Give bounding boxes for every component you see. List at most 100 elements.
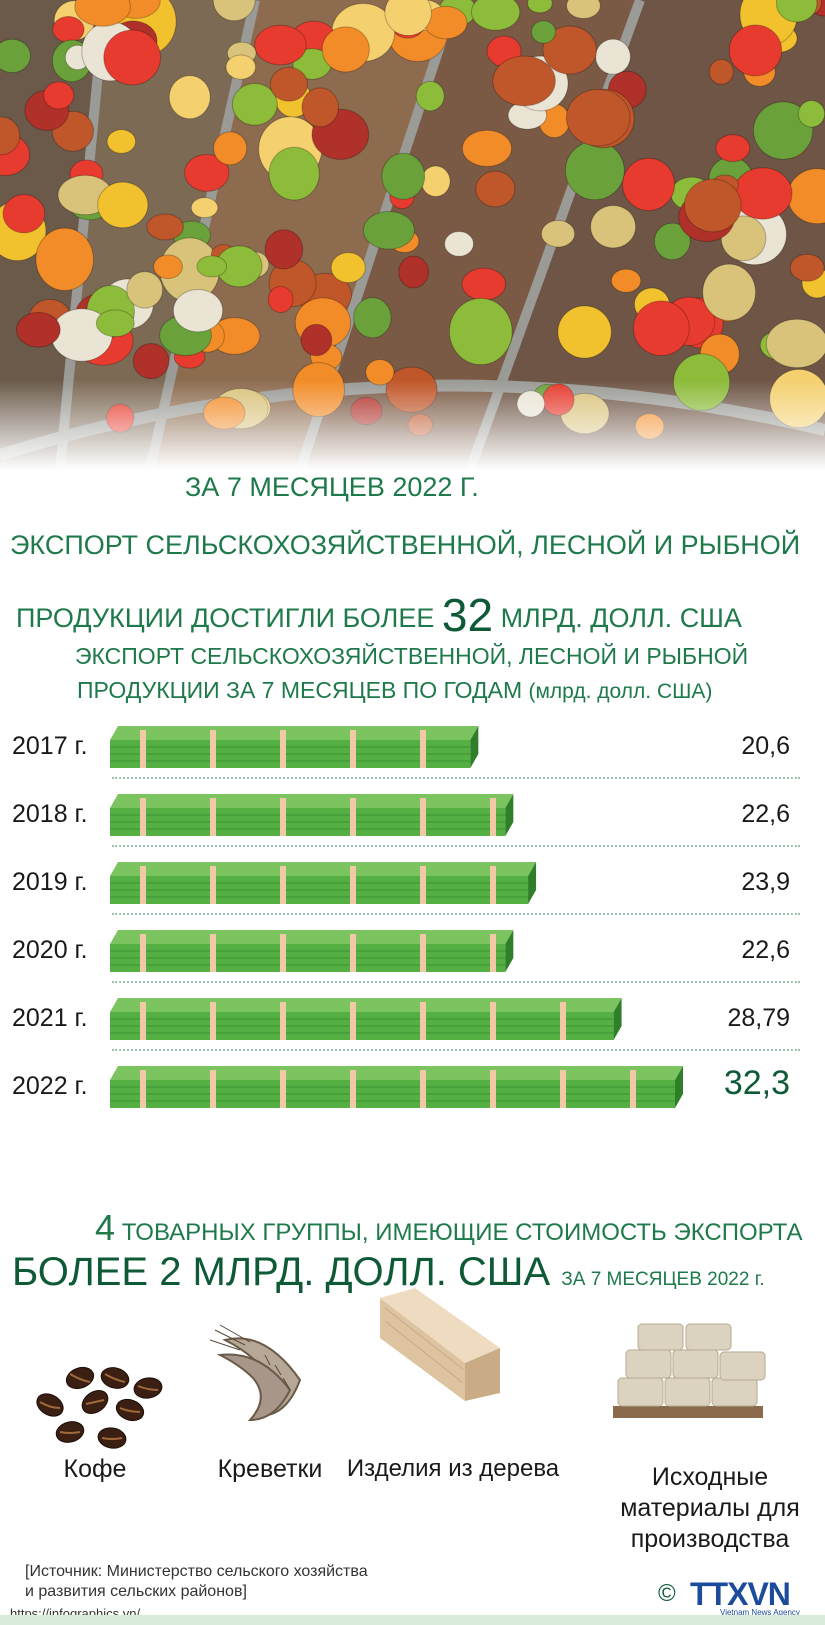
wood-plank-icon (380, 1288, 500, 1401)
produce-item (708, 58, 734, 85)
product-label-wood: Изделия из дерева (346, 1455, 560, 1482)
bar-band (210, 730, 216, 768)
produce-item (381, 152, 426, 200)
produce-item (475, 170, 516, 208)
produce-item (74, 0, 131, 27)
product-label-shrimp: Креветки (217, 1455, 323, 1483)
bar-side (505, 930, 514, 972)
bar-band (490, 798, 496, 836)
bar-band (140, 798, 146, 836)
bar-money-stack (110, 862, 537, 904)
bar-band (280, 1070, 286, 1108)
produce-item (683, 178, 742, 233)
chart-title: ЭКСПОРТ СЕЛЬСКОХОЗЯЙСТВЕННОЙ, ЛЕСНОЙ И Р… (75, 643, 749, 669)
produce-item (264, 229, 304, 270)
row-divider (112, 981, 800, 983)
ttxvn-logo: TTXVN (690, 1576, 791, 1612)
produce-item (595, 38, 631, 75)
produce-item (132, 343, 170, 380)
produce-item (168, 75, 211, 120)
bar-band (210, 1070, 216, 1108)
bar-band (140, 1002, 146, 1040)
produce-item (267, 285, 294, 314)
produce-item (213, 131, 248, 166)
product-label-materials: Исходные материалы для производства (610, 1462, 810, 1555)
produce-item (715, 134, 751, 163)
produce-item (557, 305, 612, 359)
produce-item (590, 204, 637, 249)
bar-band (420, 934, 426, 972)
groups-line2: БОЛЕЕ 2 МЛРД. ДОЛЛ. США ЗА 7 МЕСЯЦЕВ 202… (12, 1250, 765, 1295)
produce-item (398, 255, 429, 289)
bar-year-label: 2021 г. (12, 1004, 88, 1032)
bar-band (210, 1002, 216, 1040)
groups-line2-big: БОЛЕЕ 2 МЛРД. ДОЛЛ. США (12, 1250, 551, 1294)
bar-money-stack (110, 1066, 683, 1108)
bar-value-label: 28,79 (727, 1004, 790, 1032)
produce-item (106, 129, 137, 154)
produce-item (415, 80, 445, 112)
produce-item (610, 268, 642, 293)
produce-item (321, 26, 370, 73)
bar-band (350, 798, 356, 836)
produce-item (225, 54, 257, 80)
bar-year-label: 2019 г. (12, 868, 88, 896)
bar-year-label: 2018 г. (12, 800, 88, 828)
produce-item (35, 227, 95, 291)
produce-item (566, 0, 601, 19)
bar-side (470, 726, 479, 768)
product-label-materials-line2: материалы для (620, 1494, 800, 1522)
produce-item (797, 99, 825, 128)
produce-item (153, 254, 183, 280)
bar-band (560, 1002, 566, 1040)
product-label-materials-line1: Исходные (651, 1463, 769, 1491)
product-label-materials-line3: производства (630, 1525, 790, 1553)
produce-item (653, 222, 691, 261)
produce-item (52, 15, 85, 43)
bar-band (490, 934, 496, 972)
bar-money-stack (110, 998, 622, 1040)
bar-money-stack (110, 794, 514, 836)
produce-item (196, 255, 228, 278)
hero-fade (0, 380, 825, 470)
produce-item (702, 263, 757, 322)
headline-line3-pre: ПРОДУКЦИИ ДОСТИГЛИ БОЛЕЕ (16, 603, 435, 633)
produce-item (268, 146, 320, 201)
bar-band (280, 1002, 286, 1040)
footer-bar (0, 1615, 825, 1625)
groups-line2-small: ЗА 7 МЕСЯЦЕВ 2022 г. (561, 1269, 765, 1290)
bar-band (280, 730, 286, 768)
source-line1: [Источник: Министерство сельского хозяйс… (25, 1563, 368, 1580)
headline-line2: ЭКСПОРТ СЕЛЬСКОХОЗЯЙСТВЕННОЙ, ЛЕСНОЙ И Р… (10, 530, 801, 560)
bar-value-label: 20,6 (741, 732, 790, 760)
produce-item (16, 311, 61, 348)
produce-item (362, 210, 415, 250)
bar-band (140, 934, 146, 972)
row-divider (112, 777, 800, 779)
produce-item (728, 24, 783, 77)
produce-item (146, 213, 184, 241)
bar-band (420, 1002, 426, 1040)
bar-side (528, 862, 537, 904)
cement-bags-icon (613, 1323, 766, 1418)
produce-item (448, 297, 513, 366)
bar-band (140, 866, 146, 904)
bar-year-label: 2020 г. (12, 936, 88, 964)
groups-line1: 4 ТОВАРНЫХ ГРУППЫ, ИМЕЮЩИЕ СТОИМОСТЬ ЭКС… (95, 1207, 802, 1249)
bar-top (110, 862, 537, 876)
produce-item (2, 194, 46, 234)
bar-side (505, 794, 514, 836)
bar-band (420, 866, 426, 904)
bar-band (560, 1070, 566, 1108)
bar-side (613, 998, 622, 1040)
bar-band (490, 866, 496, 904)
produce-item (301, 87, 339, 128)
produce-item (752, 101, 814, 160)
bar-value-label: 32,3 (723, 1064, 790, 1102)
produce-item (190, 197, 219, 219)
produce-item (720, 215, 767, 262)
produce-item (492, 55, 556, 107)
bar-band (280, 866, 286, 904)
groups-count: 4 (95, 1207, 116, 1248)
bar-year-label: 2022 г. (12, 1072, 88, 1100)
